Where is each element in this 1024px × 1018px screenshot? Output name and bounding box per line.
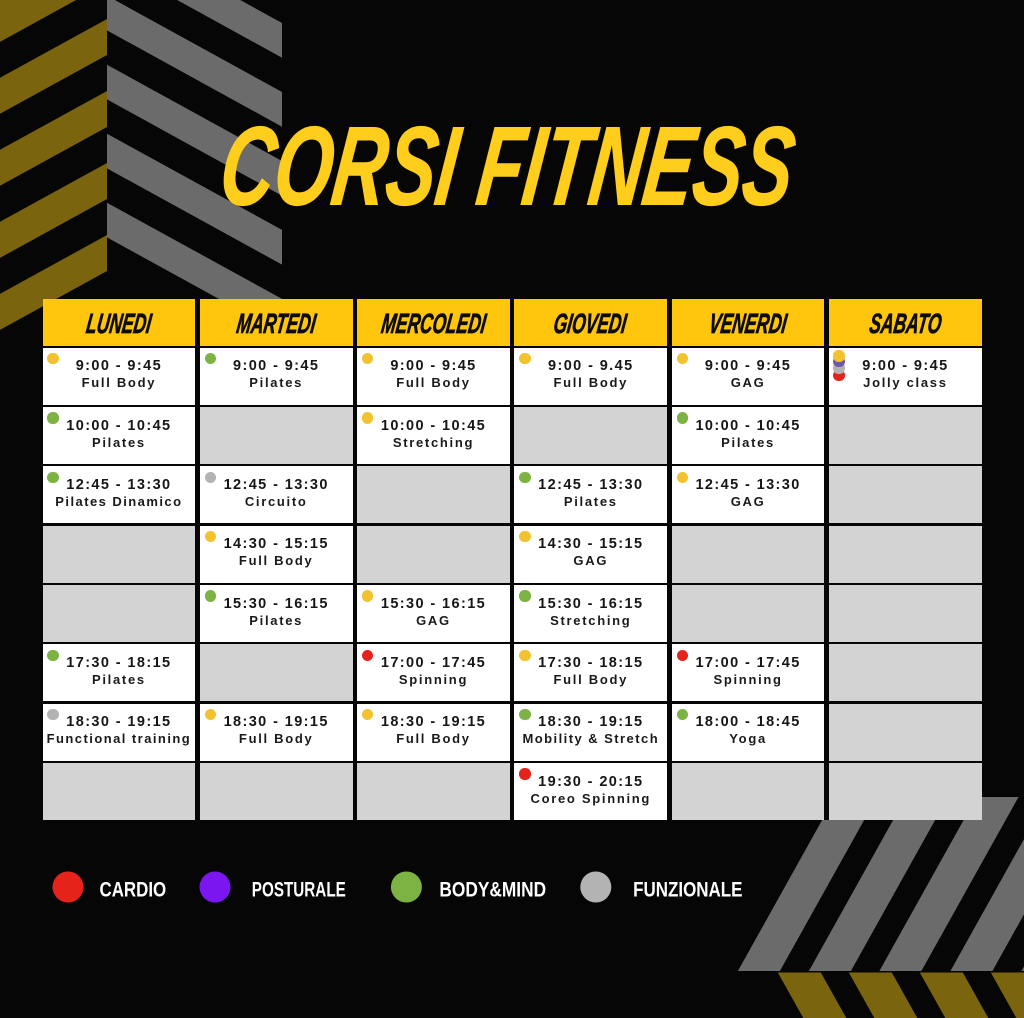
svg-text:CORSI FITNESS: CORSI FITNESS (214, 103, 801, 229)
svg-text:POSTURALE: POSTURALE (252, 878, 346, 901)
svg-text:FUNZIONALE: FUNZIONALE (633, 878, 742, 901)
svg-text:CARDIO: CARDIO (100, 878, 167, 901)
svg-text:BODY&MIND: BODY&MIND (439, 878, 546, 901)
